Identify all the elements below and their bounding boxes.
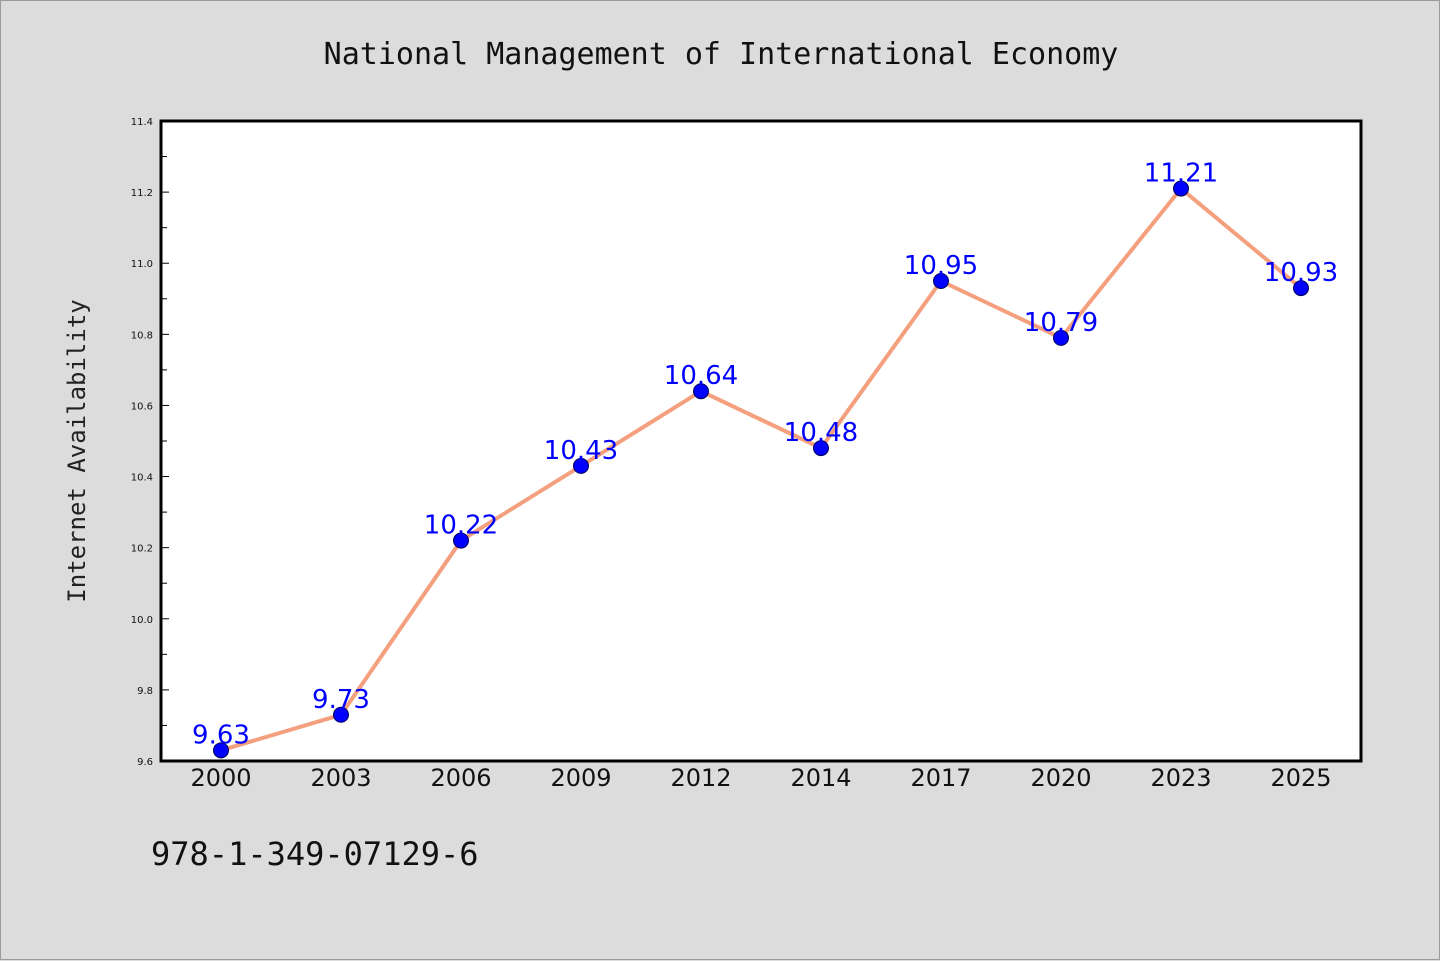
data-point xyxy=(213,742,229,759)
data-point xyxy=(1173,180,1189,197)
y-tick-label: 11.4 xyxy=(131,117,153,128)
data-label: 10.64 xyxy=(664,361,738,391)
data-label: 10.79 xyxy=(1024,308,1098,338)
data-point xyxy=(1293,280,1309,297)
data-markers xyxy=(213,180,1309,759)
x-tick-label: 2020 xyxy=(1030,764,1091,792)
chart-title: National Management of International Eco… xyxy=(324,37,1119,72)
data-point xyxy=(813,440,829,457)
y-tick-label: 11.0 xyxy=(131,259,153,270)
y-tick-label: 10.0 xyxy=(131,615,153,626)
data-label: 9.63 xyxy=(192,720,250,750)
x-tick-label: 2014 xyxy=(790,764,851,792)
data-labels: 9.63 9.73 10.22 10.43 10.64 10.48 10.95 10.79 11… xyxy=(192,159,1338,751)
x-tick-label: 2023 xyxy=(1150,764,1211,792)
y-axis-label: Internet Availability xyxy=(63,299,91,602)
data-label: 10.22 xyxy=(424,511,498,541)
data-point xyxy=(573,457,589,474)
data-point xyxy=(693,383,709,400)
data-point xyxy=(933,273,949,289)
y-tick-label: 11.2 xyxy=(131,188,153,199)
data-label: 10.48 xyxy=(784,418,858,448)
data-label: 10.95 xyxy=(904,251,978,281)
x-tick-label: 2003 xyxy=(310,764,371,792)
data-label: 10.93 xyxy=(1264,258,1338,288)
y-tick-label: 10.2 xyxy=(131,544,153,555)
data-point xyxy=(453,532,469,549)
y-tick-label: 9.8 xyxy=(137,686,153,697)
data-point xyxy=(1053,329,1069,346)
x-tick-label: 2006 xyxy=(430,764,491,792)
x-tick-label: 2000 xyxy=(190,764,251,792)
x-axis-ticks: 2000 2003 2006 2009 2012 2014 2017 2020 2023 2025 xyxy=(190,764,1331,792)
footer-code: 978-1-349-07129-6 xyxy=(151,835,479,873)
x-tick-label: 2009 xyxy=(550,764,611,792)
data-label: 10.43 xyxy=(544,436,618,466)
plot-area xyxy=(161,121,1361,761)
y-tick-label: 10.6 xyxy=(131,401,153,412)
x-tick-label: 2017 xyxy=(910,764,971,792)
data-point xyxy=(333,706,349,723)
series-line xyxy=(220,186,1303,753)
data-label: 9.73 xyxy=(312,685,370,715)
y-tick-label: 9.6 xyxy=(137,757,153,768)
x-tick-label: 2012 xyxy=(670,764,731,792)
x-tick-label: 2025 xyxy=(1270,764,1331,792)
y-tick-label: 10.8 xyxy=(131,330,153,341)
y-tick-label: 10.4 xyxy=(131,473,153,484)
data-label: 11.21 xyxy=(1144,159,1218,189)
plot-frame xyxy=(159,119,1363,763)
y-axis-ticks: 9.6 9.8 10.0 10.2 10.4 10.6 10.8 11.0 11.2 11.4 xyxy=(131,117,169,768)
